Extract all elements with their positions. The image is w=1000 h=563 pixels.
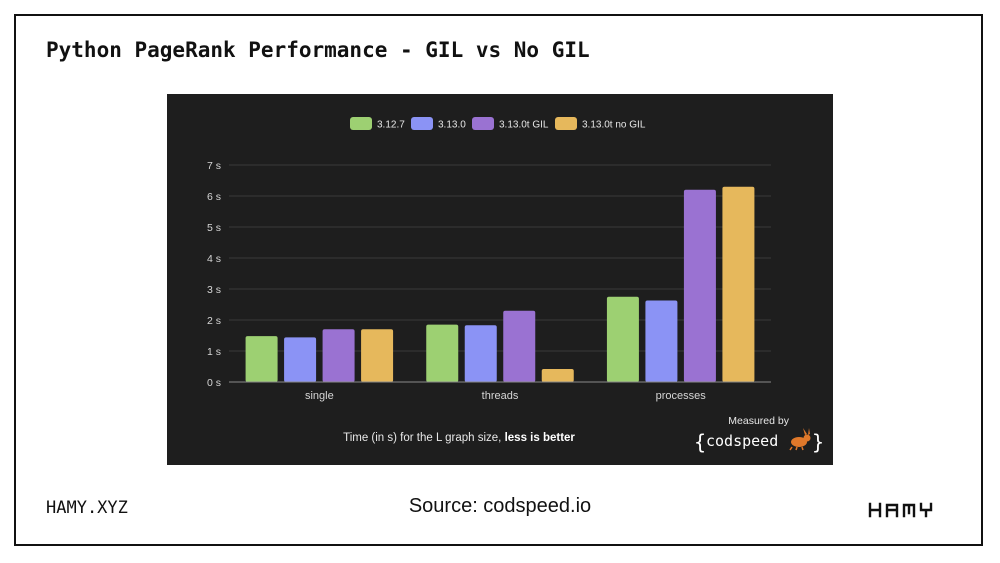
legend-item: 3.12.7 xyxy=(350,117,405,131)
legend-swatch xyxy=(411,117,433,130)
bar-3-13-0-processes xyxy=(645,300,678,382)
bar-3-12-7-threads xyxy=(426,324,459,382)
legend-label: 3.12.7 xyxy=(377,120,405,131)
y-tick-label: 3 s xyxy=(207,284,221,296)
badge-label: Measured by xyxy=(728,415,789,427)
hamy-logo xyxy=(868,500,940,525)
y-tick-label: 6 s xyxy=(207,191,221,203)
chart-panel: 3.12.7 3.13.0 3.13.0t GIL 3.13.0t no GIL 0 … xyxy=(167,94,833,465)
badge-brace-open: { xyxy=(694,430,706,454)
y-tick-label: 7 s xyxy=(207,160,221,172)
chart-bars xyxy=(245,186,755,382)
codspeed-badge: { codspeed } xyxy=(694,428,824,454)
x-tick-label: single xyxy=(305,390,334,402)
legend-item: 3.13.0t no GIL xyxy=(555,117,646,131)
footer-source: Source: codspeed.io xyxy=(408,495,592,517)
bar-3-13-0t-no-gil-threads xyxy=(541,368,574,382)
chart-gridlines xyxy=(229,164,771,352)
x-tick-label: threads xyxy=(482,390,519,402)
legend-label: 3.13.0t no GIL xyxy=(582,120,646,131)
bar-3-13-0t-gil-threads xyxy=(503,310,536,382)
slide-title: Python PageRank Performance - GIL vs No … xyxy=(46,38,590,62)
footer-site: HAMY.XYZ xyxy=(46,498,128,518)
legend-item: 3.13.0 xyxy=(411,117,466,131)
bar-3-13-0t-no-gil-processes xyxy=(722,186,755,382)
y-tick-label: 1 s xyxy=(207,346,221,358)
bar-3-13-0t-gil-processes xyxy=(683,189,716,382)
x-tick-label: processes xyxy=(656,390,707,402)
chart-legend: 3.12.7 3.13.0 3.13.0t GIL 3.13.0t no GIL xyxy=(350,117,646,131)
bar-chart: 3.12.7 3.13.0 3.13.0t GIL 3.13.0t no GIL 0 … xyxy=(207,117,824,454)
bar-3-13-0-single xyxy=(284,337,317,382)
bar-3-13-0-threads xyxy=(464,325,497,382)
y-tick-label: 0 s xyxy=(207,377,221,389)
chart-caption-prefix: Time (in s) for the L graph size, xyxy=(343,432,504,444)
bar-3-13-0t-gil-single xyxy=(322,329,355,382)
legend-label: 3.13.0t GIL xyxy=(499,120,549,131)
y-tick-label: 4 s xyxy=(207,253,221,265)
y-tick-label: 5 s xyxy=(207,222,221,234)
y-axis-ticks: 0 s 1 s 2 s 3 s 4 s 5 s 6 s 7 s xyxy=(207,160,221,389)
bar-3-12-7-single xyxy=(245,336,278,382)
slide-frame xyxy=(14,14,983,546)
legend-swatch xyxy=(350,117,372,130)
legend-label: 3.13.0 xyxy=(438,120,466,131)
legend-swatch xyxy=(472,117,494,130)
bar-3-12-7-processes xyxy=(606,296,639,382)
chart-caption-bold: less is better xyxy=(505,432,576,444)
badge-brand: codspeed xyxy=(706,432,778,450)
legend-swatch xyxy=(555,117,577,130)
legend-item: 3.13.0t GIL xyxy=(472,117,549,131)
badge-brace-close: } xyxy=(812,430,824,454)
chart-caption: Time (in s) for the L graph size, less i… xyxy=(343,432,575,444)
y-tick-label: 2 s xyxy=(207,315,221,327)
rabbit-icon xyxy=(789,428,811,451)
x-axis-ticks: single threads processes xyxy=(305,390,706,402)
bar-3-13-0t-no-gil-single xyxy=(361,329,394,382)
